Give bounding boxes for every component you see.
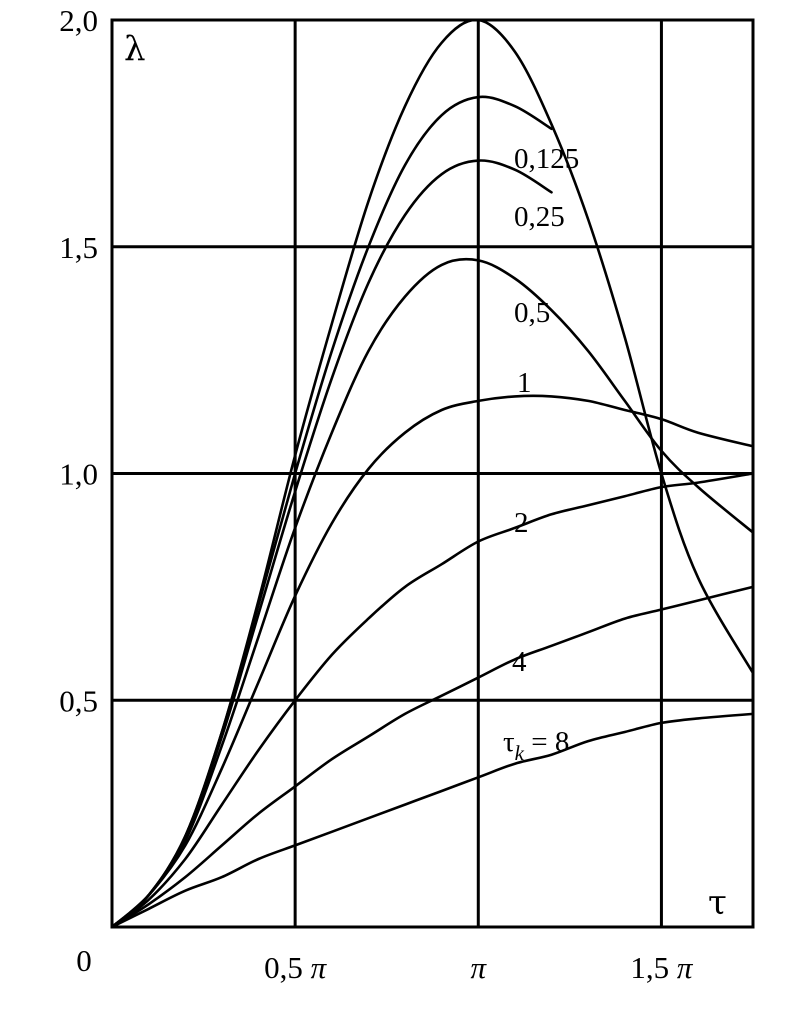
curve-2-5 xyxy=(110,472,755,929)
curve-label-tk-8: τk = 8 xyxy=(503,726,569,765)
curve-0-5-3 xyxy=(110,257,755,929)
curve-1-4 xyxy=(110,394,755,929)
curve-label-0-125: 0,125 xyxy=(514,143,579,175)
curve--k-8-7 xyxy=(110,712,755,929)
y-axis-label: λ xyxy=(124,29,146,69)
grid-layer xyxy=(112,18,753,927)
y-tick-label-3: 2,0 xyxy=(59,3,98,38)
curve-label-0-25: 0,25 xyxy=(514,201,565,233)
curve-layer xyxy=(110,18,755,929)
y-tick-label-0: 0,5 xyxy=(59,683,98,718)
x-tick-label-0: 0,5 π xyxy=(264,950,328,985)
curve-label-4: 4 xyxy=(512,646,527,678)
curve-label-2: 2 xyxy=(514,507,529,539)
x-tick-label-2: 1,5 π xyxy=(630,950,694,985)
curve-0-25-2 xyxy=(110,159,553,929)
y-tick-label-2: 1,5 xyxy=(59,230,98,265)
curve-0-125-1 xyxy=(110,95,553,929)
origin-label: 0 xyxy=(76,943,92,978)
curve-4-6 xyxy=(110,585,755,929)
curve-label-1: 1 xyxy=(517,367,532,399)
plot-frame xyxy=(110,18,755,929)
x-tick-label-1: π xyxy=(471,950,488,985)
curve-label-0-5: 0,5 xyxy=(514,297,550,329)
x-axis-label: τ xyxy=(708,883,727,923)
y-tick-label-1: 1,0 xyxy=(59,457,98,492)
label-layer: 0,125 0,25 0,5 1 2 4 τk = 8 0,5 1,0 1,5 2,0 0 0,5 π π… xyxy=(59,3,727,985)
